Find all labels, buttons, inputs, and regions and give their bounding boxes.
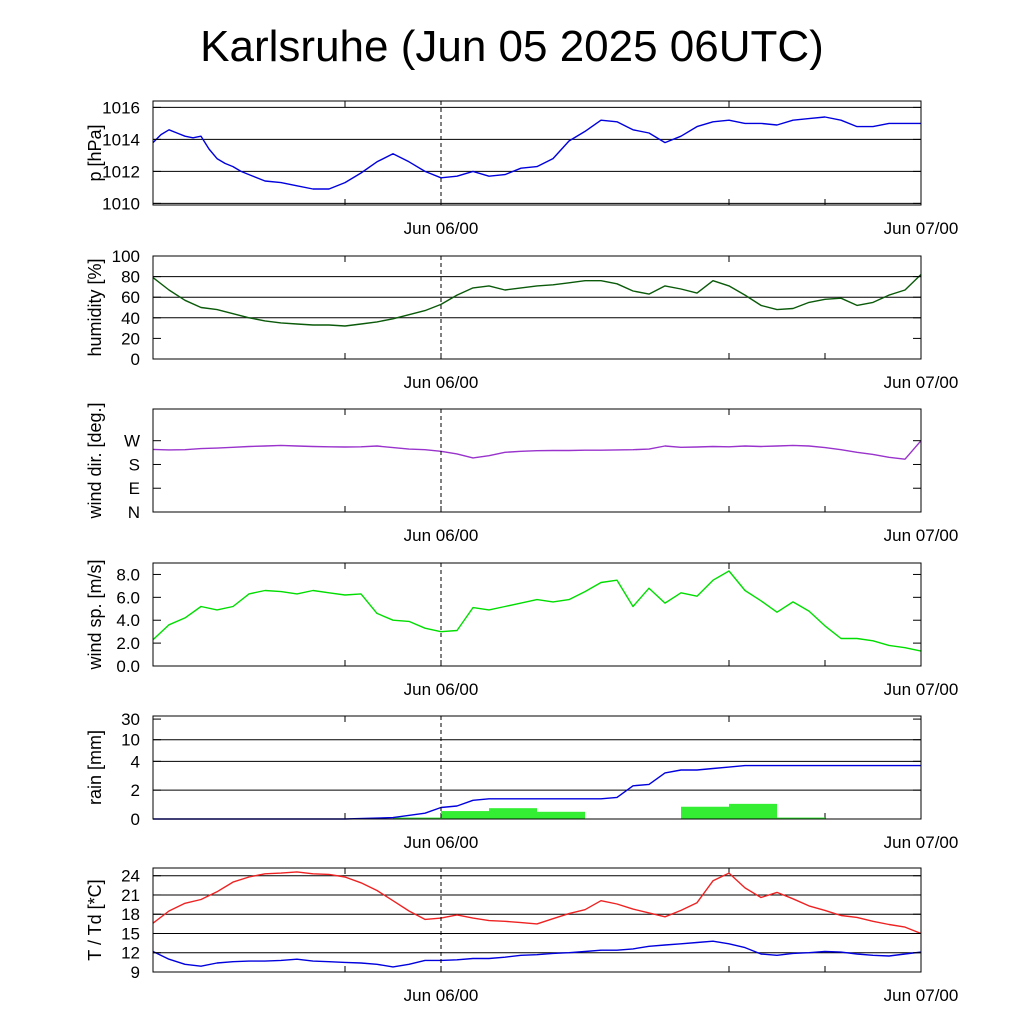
y-tick-label: 1016 [102, 98, 140, 117]
panel-5: 0 2 4 10 30 rain [mm] Jun 06/00 Jun 07/00 [85, 710, 958, 852]
y-tick-label: 60 [121, 288, 140, 307]
x-tick-label: Jun 06/00 [404, 680, 479, 699]
y-tick-label: 4.0 [116, 611, 140, 630]
rain-bar [393, 817, 441, 819]
x-tick-label: Jun 07/00 [884, 680, 959, 699]
plot-frame [152, 408, 922, 513]
rain-bar [441, 811, 489, 819]
chart-title: Karlsruhe (Jun 05 2025 06UTC) [200, 22, 824, 71]
y-tick-label: 15 [121, 924, 140, 943]
y-tick-label: 1012 [102, 162, 140, 181]
y-tick-label: 0.0 [116, 657, 140, 676]
series-line [152, 440, 922, 460]
y-tick-label: 30 [121, 710, 140, 729]
x-tick-label: Jun 06/00 [404, 833, 479, 852]
series-line [153, 764, 921, 820]
y-tick-label: E [129, 479, 140, 498]
y-tick-label: 2 [131, 781, 140, 800]
plot-frame [152, 255, 922, 360]
y-tick-label: 80 [121, 268, 140, 287]
y-tick-label: S [129, 455, 140, 474]
x-tick-label: Jun 06/00 [404, 373, 479, 392]
y-tick-label: 9 [131, 963, 140, 982]
y-tick-label: 10 [121, 731, 140, 750]
rain-bar [489, 808, 537, 819]
plot-frame [152, 715, 922, 820]
rain-bar [537, 811, 585, 819]
y-tick-label: 20 [121, 329, 140, 348]
plot-frame [152, 100, 922, 206]
y-axis-label: p [hPa] [85, 124, 105, 181]
x-tick-label: Jun 06/00 [404, 526, 479, 545]
panel-1: 1010 1012 1014 1016 p [hPa] Jun 06/00 Jun 07/0… [85, 98, 958, 238]
y-tick-label: 6.0 [116, 588, 140, 607]
y-tick-label: 21 [121, 886, 140, 905]
y-tick-label: 40 [121, 309, 140, 328]
y-tick-label: 2.0 [116, 634, 140, 653]
y-tick-label: 0 [131, 810, 140, 829]
y-axis-label: humidity [%] [85, 258, 105, 356]
x-tick-label: Jun 07/00 [884, 526, 959, 545]
plot-frame [152, 867, 922, 973]
rain-bar [729, 803, 777, 819]
series-line [152, 871, 922, 935]
panel-4: 0.0 2.0 4.0 6.0 8.0 wind sp. [m/s] Jun 06/00 Ju… [85, 559, 958, 699]
y-tick-label: W [124, 432, 140, 451]
y-tick-label: 8.0 [116, 565, 140, 584]
y-tick-label: 1014 [102, 130, 140, 149]
x-tick-label: Jun 06/00 [404, 219, 479, 238]
y-tick-label: 18 [121, 905, 140, 924]
series-line [152, 116, 921, 190]
y-tick-label: 1010 [102, 194, 140, 213]
y-axis-label: wind dir. [deg.] [85, 402, 105, 519]
y-tick-label: 12 [121, 944, 140, 963]
y-tick-label: N [128, 503, 140, 522]
x-tick-label: Jun 07/00 [884, 986, 959, 1005]
y-axis-label: wind sp. [m/s] [85, 559, 105, 670]
plot-frame [152, 562, 922, 667]
x-tick-label: Jun 07/00 [884, 833, 959, 852]
y-tick-label: 24 [121, 867, 140, 886]
y-tick-label: 100 [112, 247, 140, 266]
x-tick-label: Jun 07/00 [884, 373, 959, 392]
rain-bar [777, 817, 825, 819]
series-line [152, 570, 922, 652]
y-tick-label: 0 [131, 350, 140, 369]
series-line [152, 940, 922, 968]
y-axis-label: T / Td [*C] [85, 879, 105, 960]
x-tick-label: Jun 06/00 [404, 986, 479, 1005]
x-tick-label: Jun 07/00 [884, 219, 959, 238]
rain-bar [681, 806, 729, 819]
y-tick-label: 4 [131, 752, 140, 771]
series-line [152, 273, 922, 327]
y-axis-label: rain [mm] [85, 730, 105, 805]
